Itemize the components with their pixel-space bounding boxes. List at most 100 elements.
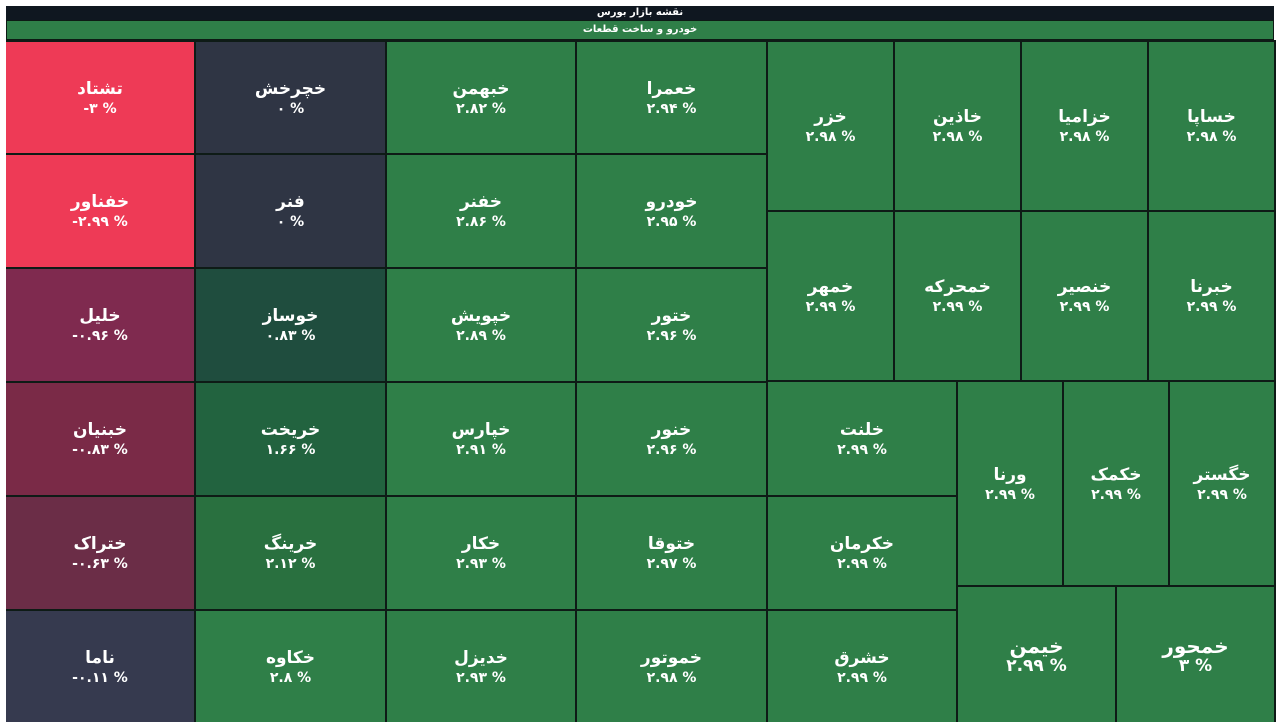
tile-change: ۲.۹۹ % — [1091, 486, 1141, 503]
tile-symbol: خفنر — [459, 192, 502, 212]
tile-khazar[interactable]: خزر ۲.۹۸ % — [768, 42, 893, 210]
page-title: نقشه بازار بورس — [6, 6, 1274, 20]
tile-symbol: خگستر — [1193, 464, 1251, 485]
tile-symbol: خفناور — [70, 192, 130, 212]
tile-change: ۰ % — [276, 214, 305, 230]
tile-khosaz[interactable]: خوساز ۰.۸۳ % — [196, 269, 385, 381]
tile-khazin[interactable]: خاذین ۲.۹۸ % — [895, 42, 1020, 210]
tile-khmoharekeh[interactable]: خمحرکه ۲.۹۹ % — [895, 212, 1020, 380]
tile-symbol: خمحور — [1162, 633, 1229, 658]
tile-khrikht[interactable]: خریخت ۱.۶۶ % — [196, 383, 385, 495]
tile-change: -۰.۸۳ % — [72, 442, 128, 458]
tile-khkomak[interactable]: خکمک ۲.۹۹ % — [1064, 382, 1168, 585]
tile-khshargh[interactable]: خشرق ۲.۹۹ % — [768, 611, 956, 722]
tile-change: ۲.۸۲ % — [456, 100, 506, 117]
tile-khcharkhesh[interactable]: خچرخش ۰ % — [196, 42, 385, 153]
tile-change: ۲.۸ % — [269, 669, 312, 686]
tile-symbol: خکار — [461, 534, 501, 554]
tile-change: ۲.۹۹ % — [837, 669, 887, 686]
tile-khlil[interactable]: خلیل -۰.۹۶ % — [6, 269, 194, 381]
tile-change: ۰ % — [276, 100, 305, 117]
tile-symbol: خکمک — [1090, 464, 1142, 485]
tile-khtooga[interactable]: ختوقا ۲.۹۷ % — [577, 497, 766, 609]
tile-symbol: خموتور — [640, 647, 703, 668]
tile-khpars[interactable]: خپارس ۲.۹۱ % — [387, 383, 575, 495]
tile-khtrak[interactable]: ختراک -۰.۶۳ % — [6, 497, 194, 609]
tile-khpooyesh[interactable]: خپویش ۲.۸۹ % — [387, 269, 575, 381]
tile-khborna[interactable]: خبرنا ۲.۹۹ % — [1149, 212, 1274, 380]
tile-khkerman[interactable]: خکرمان ۲.۹۹ % — [768, 497, 956, 609]
tile-change: ۳ % — [1178, 655, 1213, 676]
tile-khnasir[interactable]: خنصیر ۲.۹۹ % — [1022, 212, 1147, 380]
tile-khsapa[interactable]: خساپا ۲.۹۸ % — [1149, 42, 1274, 210]
tile-khmehr[interactable]: خمهر ۲.۹۹ % — [768, 212, 893, 380]
tile-symbol: خرینگ — [263, 534, 318, 554]
tile-symbol: خبهمن — [452, 78, 510, 99]
tile-khzamia[interactable]: خزامیا ۲.۹۸ % — [1022, 42, 1147, 210]
sector-header[interactable]: خودرو و ساخت قطعات — [6, 20, 1274, 40]
tile-change: ۲.۹۹ % — [837, 556, 887, 572]
tile-change: ۲.۹۹ % — [805, 299, 856, 315]
tile-change: ۲.۹۳ % — [456, 669, 506, 686]
tile-change: ۲.۹۸ % — [805, 129, 856, 145]
tile-khmehvar[interactable]: خمحور ۳ % — [1117, 587, 1274, 722]
tile-khtoor[interactable]: ختور ۲.۹۶ % — [577, 269, 766, 381]
tile-symbol: خودرو — [645, 192, 698, 212]
tile-symbol: خدیزل — [454, 647, 508, 668]
tile-fanar[interactable]: فنر ۰ % — [196, 155, 385, 267]
tile-nama[interactable]: ناما -۰.۱۱ % — [6, 611, 194, 722]
tile-symbol: خمهر — [807, 277, 854, 297]
tile-khbonyan[interactable]: خبنیان -۰.۸۳ % — [6, 383, 194, 495]
tile-symbol: خاذین — [932, 107, 983, 127]
tile-change: -۰.۹۶ % — [72, 328, 128, 344]
tile-khamra[interactable]: خعمرا ۲.۹۴ % — [577, 42, 766, 153]
tile-symbol: ختراک — [73, 534, 127, 554]
tile-varna[interactable]: ورنا ۲.۹۹ % — [958, 382, 1062, 585]
tile-symbol: خکاوه — [265, 647, 316, 668]
tile-change: ۲.۹۸ % — [1186, 129, 1237, 145]
tile-khfanavar[interactable]: خفناور -۲.۹۹ % — [6, 155, 194, 267]
tile-symbol: خچرخش — [254, 78, 327, 99]
tile-symbol: خکرمان — [829, 534, 895, 554]
tile-change: ۲.۹۱ % — [456, 442, 506, 458]
tile-change: ۲.۹۷ % — [646, 556, 697, 572]
tile-change: -۲.۹۹ % — [72, 214, 128, 230]
tile-khmotor[interactable]: خموتور ۲.۹۸ % — [577, 611, 766, 722]
tile-change: ۲.۹۹ % — [932, 299, 983, 315]
tile-change: ۲.۹۴ % — [646, 100, 697, 117]
tile-symbol: خبرنا — [1190, 277, 1233, 297]
tile-khgostar[interactable]: خگستر ۲.۹۹ % — [1170, 382, 1274, 585]
tile-symbol: خساپا — [1187, 107, 1236, 127]
tile-change: ۲.۹۸ % — [1059, 129, 1110, 145]
tile-symbol: ختور — [651, 306, 692, 326]
tile-symbol: خپویش — [450, 306, 512, 326]
tile-khfanar[interactable]: خفنر ۲.۸۶ % — [387, 155, 575, 267]
tile-khnoor[interactable]: خنور ۲.۹۶ % — [577, 383, 766, 495]
tile-khdizel[interactable]: خدیزل ۲.۹۳ % — [387, 611, 575, 722]
tile-change: ۲.۹۸ % — [646, 669, 697, 686]
tile-symbol: فنر — [276, 192, 305, 212]
treemap: تشتاد -۳ % خفناور -۲.۹۹ % خلیل -۰.۹۶ % خبنی… — [6, 40, 1276, 722]
tile-khbahman[interactable]: خبهمن ۲.۸۲ % — [387, 42, 575, 153]
tile-symbol: خنصیر — [1057, 277, 1112, 297]
tile-change: ۲.۹۹ % — [1186, 299, 1237, 315]
tile-change: ۲.۹۶ % — [646, 328, 697, 344]
tile-symbol: خپارس — [451, 420, 511, 440]
tile-symbol: خعمرا — [646, 78, 697, 99]
tile-change: ۲.۹۶ % — [646, 442, 697, 458]
tile-khring[interactable]: خرینگ ۲.۱۲ % — [196, 497, 385, 609]
tile-change: ۲.۹۹ % — [1006, 655, 1067, 676]
tile-change: ۲.۸۹ % — [456, 328, 506, 344]
tile-change: ۲.۹۳ % — [456, 556, 506, 572]
tile-khkar[interactable]: خکار ۲.۹۳ % — [387, 497, 575, 609]
tile-symbol: خلیل — [79, 306, 121, 326]
tile-khkaveh[interactable]: خکاوه ۲.۸ % — [196, 611, 385, 722]
tile-khiman[interactable]: خیمن ۲.۹۹ % — [958, 587, 1115, 722]
tile-khodro[interactable]: خودرو ۲.۹۵ % — [577, 155, 766, 267]
tile-change: ۲.۹۸ % — [932, 129, 983, 145]
tile-tshtad[interactable]: تشتاد -۳ % — [6, 42, 194, 153]
tile-symbol: تشتاد — [77, 78, 123, 99]
tile-symbol: خوساز — [262, 306, 319, 326]
tile-symbol: ناما — [85, 647, 115, 668]
tile-khlent[interactable]: خلنت ۲.۹۹ % — [768, 382, 956, 495]
